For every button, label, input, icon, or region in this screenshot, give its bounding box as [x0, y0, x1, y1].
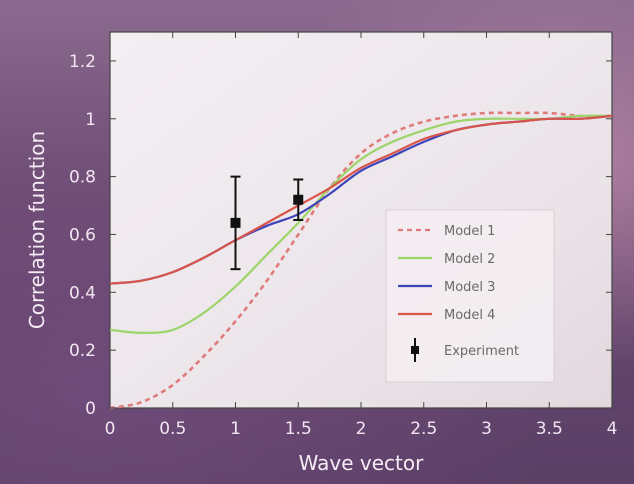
x-tick-label: 3 [481, 419, 492, 439]
series-line-4 [109, 114, 613, 285]
experiment-point [293, 178, 304, 221]
y-tick-label: 0.6 [69, 225, 96, 245]
y-tick-label: 1.2 [69, 52, 96, 72]
x-tick-label: 4 [607, 419, 618, 439]
y-tick-label: 0 [85, 399, 96, 419]
x-tick-label: 1.5 [285, 419, 312, 439]
series-line-1 [109, 111, 613, 410]
legend-label-1: Model 1 [444, 224, 495, 239]
series-line-2 [109, 114, 613, 334]
y-tick-label: 0.8 [69, 168, 96, 188]
x-tick-label: 0.5 [159, 419, 186, 439]
x-tick-label: 0 [105, 419, 116, 439]
y-tick-label: 0.2 [69, 341, 96, 361]
legend: Model 1 Model 2 Model 3 Model 4 Experiment [385, 209, 555, 383]
y-tick-label: 1 [85, 110, 96, 130]
y-axis-label: Correlation function [25, 131, 49, 329]
legend-experiment-marker [411, 346, 419, 354]
x-tick-label: 2 [356, 419, 367, 439]
x-tick-label: 1 [230, 419, 241, 439]
legend-label-3: Model 3 [444, 280, 495, 295]
x-tick-label: 2.5 [410, 419, 437, 439]
legend-label-2: Model 2 [444, 252, 495, 267]
y-tick-label: 0.4 [69, 283, 96, 303]
x-tick-label: 3.5 [536, 419, 563, 439]
x-axis-label: Wave vector [299, 451, 424, 475]
legend-label-experiment: Experiment [444, 344, 519, 359]
experiment-point [230, 175, 241, 271]
legend-label-4: Model 4 [444, 308, 495, 323]
